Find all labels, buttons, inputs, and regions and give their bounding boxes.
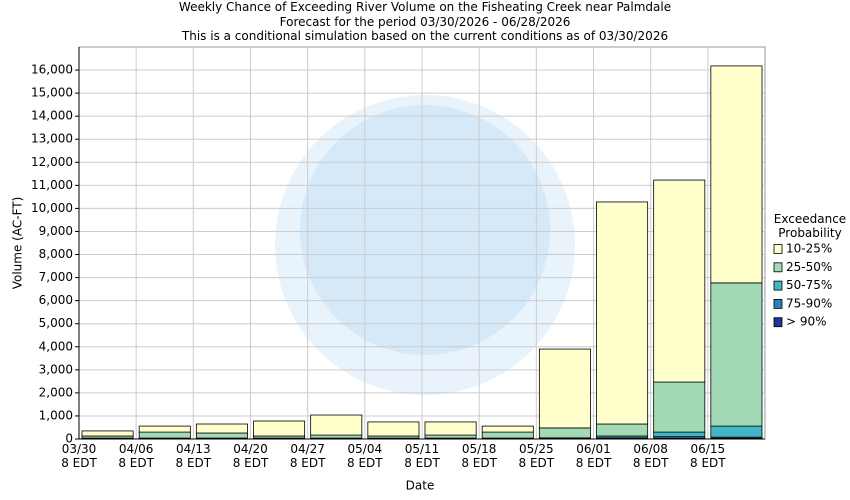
- watermark-inner: [300, 105, 550, 355]
- y-tick-label: 3,000: [39, 362, 73, 376]
- y-tick-label: 11,000: [31, 178, 73, 192]
- chart-title: Weekly Chance of Exceeding River Volume …: [178, 0, 672, 43]
- bar-segment: [710, 65, 763, 284]
- bar-segment: [310, 434, 363, 439]
- y-tick-label: 5,000: [39, 316, 73, 330]
- bar-segment: [138, 425, 191, 433]
- legend-label: 50-75%: [786, 278, 832, 292]
- y-axis-label: Volume (AC-FT): [11, 197, 25, 290]
- x-tick-label: 05/04 8 EDT: [347, 442, 383, 470]
- bar-segment: [424, 434, 477, 439]
- x-axis-label: Date: [406, 479, 435, 493]
- y-tick-label: 15,000: [31, 86, 73, 100]
- y-tick-label: 14,000: [31, 109, 73, 123]
- bar-segment: [138, 431, 191, 439]
- y-tick-label: 10,000: [31, 201, 73, 215]
- legend-label: 75-90%: [786, 296, 832, 310]
- y-tick-label: 8,000: [39, 247, 73, 261]
- y-tick-label: 1,000: [39, 408, 73, 422]
- x-tick-label: 05/11 8 EDT: [404, 442, 440, 470]
- legend-label: 10-25%: [786, 242, 832, 256]
- x-tick-label: 06/08 8 EDT: [632, 442, 669, 470]
- y-tick-label: 12,000: [31, 155, 73, 169]
- bar-segment: [710, 425, 763, 438]
- x-tick-label: 04/27 8 EDT: [289, 442, 326, 470]
- bar-segment: [81, 430, 134, 437]
- legend-swatch: [773, 244, 783, 254]
- bar-segment: [424, 421, 477, 436]
- bar-segment: [481, 431, 534, 439]
- bar-segment: [195, 423, 248, 434]
- bar-segment: [481, 425, 534, 433]
- bar-segment: [310, 414, 363, 436]
- y-tick-label: 9,000: [39, 224, 73, 238]
- x-tick-label: 04/20 8 EDT: [232, 442, 269, 470]
- bar-segment: [538, 348, 591, 429]
- legend-swatch: [773, 280, 783, 291]
- bar-segment: [653, 431, 706, 438]
- bar-segment: [253, 420, 306, 437]
- x-tick-label: 05/18 8 EDT: [461, 442, 497, 470]
- legend-label: 25-50%: [786, 260, 832, 274]
- legend-swatch: [773, 317, 783, 328]
- bar-segment: [710, 282, 763, 427]
- bar-segment: [195, 432, 248, 439]
- bar-segment: [367, 421, 420, 437]
- legend-swatch: [773, 298, 783, 309]
- legend-label: > 90%: [786, 315, 827, 329]
- y-tick-label: 16,000: [31, 63, 73, 77]
- bar-segment: [596, 201, 649, 425]
- legend-title: Exceedance Probability: [773, 212, 847, 240]
- bar-segment: [653, 179, 706, 383]
- x-tick-label: 05/25 8 EDT: [518, 442, 555, 470]
- bar-segment: [596, 423, 649, 437]
- x-tick-label: 04/06 8 EDT: [118, 442, 154, 470]
- y-tick-label: 7,000: [39, 270, 73, 284]
- bar-segment: [653, 381, 706, 433]
- y-tick-label: 2,000: [39, 385, 73, 399]
- bar-segment: [538, 427, 591, 439]
- x-tick-label: 06/01 8 EDT: [575, 442, 612, 470]
- y-tick-label: 0: [65, 432, 73, 446]
- legend-swatch: [773, 262, 783, 273]
- y-tick-label: 6,000: [39, 293, 73, 307]
- x-tick-label: 04/13 8 EDT: [175, 442, 212, 470]
- y-tick-label: 4,000: [39, 339, 73, 353]
- y-tick-label: 13,000: [31, 132, 73, 146]
- x-tick-label: 06/15 8 EDT: [690, 442, 726, 470]
- x-tick-label: 03/30 8 EDT: [61, 442, 97, 470]
